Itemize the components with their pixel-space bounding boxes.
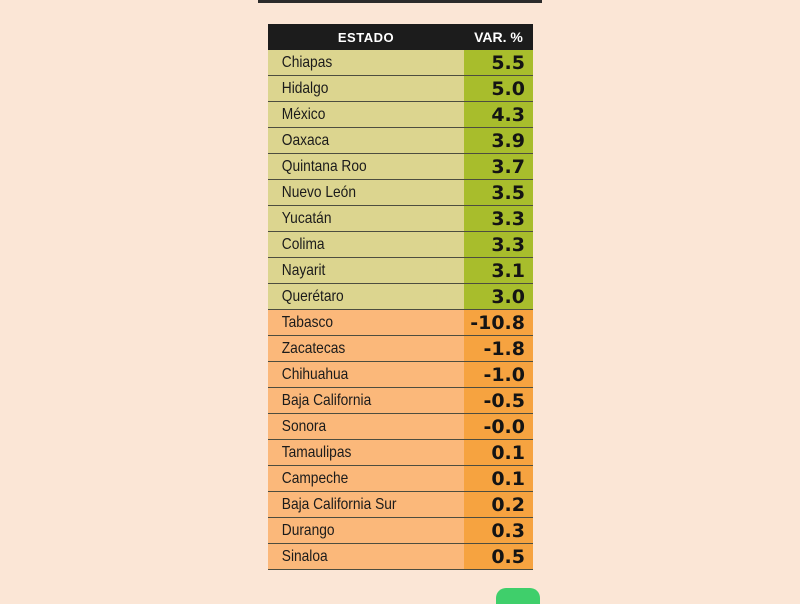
table-row: México 4.3 [268, 102, 533, 128]
variation-value: -0.5 [464, 388, 533, 413]
state-name: México [268, 102, 437, 127]
variation-value: 0.2 [464, 492, 533, 517]
state-name: Tamaulipas [281, 443, 352, 461]
state-name: Oaxaca [268, 128, 437, 153]
variation-value: 3.0 [464, 284, 533, 309]
table-row: Zacatecas -1.8 [268, 336, 533, 362]
table-row: Oaxaca 3.9 [268, 128, 533, 154]
table-row: Nayarit 3.1 [268, 258, 533, 284]
variation-value: 3.5 [464, 180, 533, 205]
variation-value: 3.7 [464, 154, 533, 179]
table-row: Tamaulipas 0.1 [268, 440, 533, 466]
table-row: Baja California -0.5 [268, 388, 533, 414]
table-row: Sinaloa 0.5 [268, 544, 533, 570]
table-row: Tabasco -10.8 [268, 310, 533, 336]
table-row: Quintana Roo 3.7 [268, 154, 533, 180]
state-name: Hidalgo [268, 76, 437, 101]
table-body: Chiapas 5.5 Hidalgo 5.0 México 4.3 Oaxaca 3.9 Qu… [268, 50, 533, 570]
state-name: Tabasco [281, 313, 334, 331]
table-row: Sonora -0.0 [268, 414, 533, 440]
state-name: Chiapas [268, 50, 437, 75]
table-row: Campeche 0.1 [268, 466, 533, 492]
table-row: Hidalgo 5.0 [268, 76, 533, 102]
variation-value: 0.3 [464, 518, 533, 543]
variation-value: 4.3 [464, 102, 533, 127]
state-name: Yucatán [268, 206, 437, 231]
column-header-state: ESTADO [337, 29, 395, 45]
state-name: Nuevo León [268, 180, 437, 205]
state-name: Chihuahua [281, 365, 349, 383]
table-row: Chiapas 5.5 [268, 50, 533, 76]
state-name: Sonora [281, 417, 327, 435]
table-row: Colima 3.3 [268, 232, 533, 258]
table-row: Durango 0.3 [268, 518, 533, 544]
table-row: Querétaro 3.0 [268, 284, 533, 310]
green-chip-icon [496, 588, 540, 604]
variation-value: 0.5 [464, 544, 533, 569]
data-table: ESTADO VAR. % Chiapas 5.5 Hidalgo 5.0 México… [268, 24, 533, 570]
variation-value: -10.8 [464, 310, 533, 335]
table-row: Chihuahua -1.0 [268, 362, 533, 388]
variation-value: 3.1 [464, 258, 533, 283]
table-header: ESTADO VAR. % [268, 24, 533, 50]
state-name: Zacatecas [281, 339, 346, 357]
table-row: Nuevo León 3.5 [268, 180, 533, 206]
state-name: Colima [268, 232, 437, 257]
state-name: Quintana Roo [268, 154, 437, 179]
state-name: Baja California Sur [281, 495, 397, 513]
column-header-var: VAR. % [474, 29, 523, 45]
variation-value: 3.9 [464, 128, 533, 153]
variation-value: -1.8 [464, 336, 533, 361]
variation-value: 0.1 [464, 440, 533, 465]
variation-value: 5.0 [464, 76, 533, 101]
state-name: Campeche [281, 469, 349, 487]
variation-value: 3.3 [464, 206, 533, 231]
variation-value: 5.5 [464, 50, 533, 75]
variation-value: 0.1 [464, 466, 533, 491]
state-name: Nayarit [268, 258, 437, 283]
state-name: Querétaro [268, 284, 437, 309]
table-row: Yucatán 3.3 [268, 206, 533, 232]
variation-value: -0.0 [464, 414, 533, 439]
table-row: Baja California Sur 0.2 [268, 492, 533, 518]
top-rule [258, 0, 542, 3]
state-name: Durango [281, 521, 335, 539]
state-name: Baja California [281, 391, 372, 409]
state-name: Sinaloa [281, 547, 328, 565]
variation-value: 3.3 [464, 232, 533, 257]
variation-value: -1.0 [464, 362, 533, 387]
